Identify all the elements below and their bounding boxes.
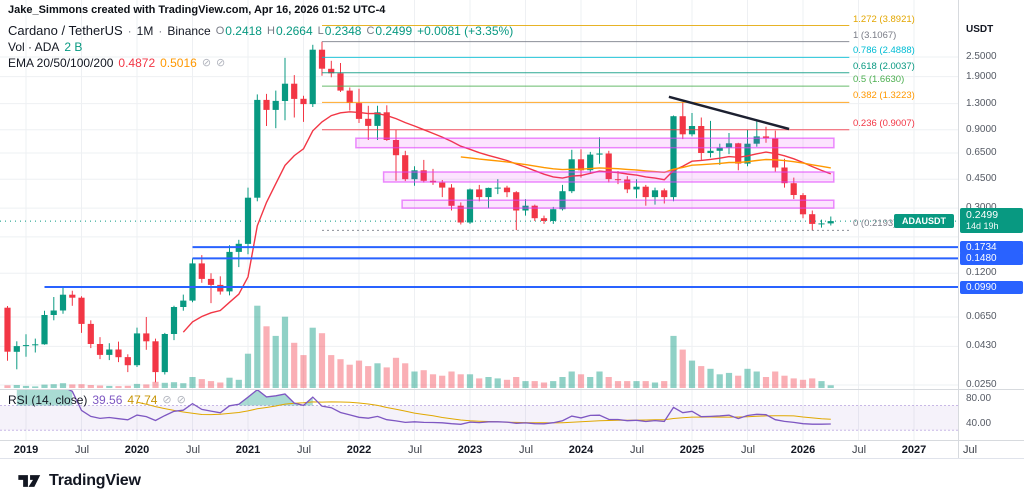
footer: TradingView bbox=[0, 458, 1024, 502]
rsi-tick: 80.00 bbox=[966, 393, 992, 404]
time-tick: Jul bbox=[407, 444, 423, 456]
time-tick: Jul bbox=[74, 444, 90, 456]
time-tick: 2021 bbox=[235, 444, 261, 456]
time-tick: Jul bbox=[851, 444, 867, 456]
hidden-series-icon[interactable]: ⊘ bbox=[201, 57, 212, 69]
change-value: +0.0081 (+3.35%) bbox=[417, 23, 514, 38]
support-price-badge: 0.1480 bbox=[960, 252, 1023, 265]
price-tick: 0.0430 bbox=[966, 340, 997, 351]
symbol-tag: ADAUSDT bbox=[894, 214, 954, 228]
chart-canvas[interactable] bbox=[0, 0, 970, 440]
price-tick: 0.4500 bbox=[966, 173, 997, 184]
separator-dot: · bbox=[158, 23, 163, 38]
time-tick: 2024 bbox=[568, 444, 594, 456]
rsi-ma-value: 47.74 bbox=[127, 392, 158, 407]
price-tick: 0.0650 bbox=[966, 311, 997, 322]
price-tick: 1.9000 bbox=[966, 71, 997, 82]
rsi-legend: RSI (14, close) 39.56 47.74 ⊘ ⊘ bbox=[8, 392, 186, 408]
volume-value: 2 B bbox=[64, 39, 83, 54]
time-tick: 2027 bbox=[901, 444, 927, 456]
time-tick: Jul bbox=[962, 444, 978, 456]
time-tick: Jul bbox=[629, 444, 645, 456]
time-tick: Jul bbox=[518, 444, 534, 456]
exchange-label: Binance bbox=[167, 23, 211, 38]
price-tick: 0.9000 bbox=[966, 124, 997, 135]
rsi-value: 39.56 bbox=[92, 392, 123, 407]
axis-separator bbox=[0, 440, 1024, 441]
support-price-badge: 0.0990 bbox=[960, 281, 1023, 294]
attribution-text: Jake_Simmons created with TradingView.co… bbox=[8, 4, 386, 16]
price-tick: 0.3000 bbox=[966, 202, 997, 213]
current-price-badge: 0.2499 14d 19h bbox=[960, 208, 1023, 233]
main-legend: Cardano / TetherUS · 1M · Binance O 0.241… bbox=[8, 23, 513, 71]
time-tick: 2019 bbox=[13, 444, 39, 456]
ema-label[interactable]: EMA 20/50/100/200 bbox=[8, 55, 114, 70]
time-tick: 2025 bbox=[679, 444, 705, 456]
time-tick: Jul bbox=[185, 444, 201, 456]
time-tick: 2020 bbox=[124, 444, 150, 456]
separator-dot: · bbox=[127, 23, 132, 38]
pane-separator[interactable] bbox=[0, 389, 1024, 390]
rsi-label[interactable]: RSI (14, close) bbox=[8, 392, 88, 407]
support-price-badge: 0.1734 bbox=[960, 241, 1023, 254]
price-scale[interactable]: USDT 0.2499 14d 19h 2.5000 1.9000 1.3000 0.… bbox=[958, 0, 1024, 458]
time-axis[interactable]: 2019 Jul 2020 Jul 2021 Jul 2022 Jul 2023 Jul 2024 J… bbox=[0, 441, 977, 458]
ema-legend-row[interactable]: EMA 20/50/100/200 0.4872 0.5016 ⊘ ⊘ bbox=[8, 55, 513, 70]
hidden-series-icon[interactable]: ⊘ bbox=[216, 57, 226, 69]
time-tick: Jul bbox=[296, 444, 312, 456]
volume-label[interactable]: Vol · ADA bbox=[8, 39, 60, 54]
ema20-value: 0.4872 bbox=[118, 55, 156, 70]
chart-region: 1.272 (3.8921) 1 (3.1067) 0.786 (2.4888) 0.… bbox=[0, 0, 1024, 458]
current-price-value: 0.2499 bbox=[966, 209, 999, 221]
ema50-value: 0.5016 bbox=[160, 55, 197, 70]
symbol-legend-row[interactable]: Cardano / TetherUS · 1M · Binance O 0.241… bbox=[8, 23, 513, 38]
hidden-series-icon[interactable]: ⊘ bbox=[162, 394, 172, 406]
price-scale-unit: USDT bbox=[966, 24, 994, 35]
time-tick: Jul bbox=[740, 444, 756, 456]
time-tick: 2022 bbox=[346, 444, 372, 456]
symbol-title[interactable]: Cardano / TetherUS bbox=[8, 23, 123, 38]
high-value: H 0.2664 bbox=[266, 23, 313, 38]
time-tick: 2023 bbox=[457, 444, 483, 456]
tradingview-logo-icon[interactable] bbox=[16, 473, 42, 489]
tradingview-wordmark[interactable]: TradingView bbox=[49, 471, 141, 489]
rsi-tick: 40.00 bbox=[966, 418, 992, 429]
price-tick: 0.1200 bbox=[966, 267, 997, 278]
price-tick: 1.3000 bbox=[966, 98, 997, 109]
volume-legend-row[interactable]: Vol · ADA 2 B bbox=[8, 39, 513, 54]
price-tick: 0.6500 bbox=[966, 147, 997, 158]
open-value: O 0.2418 bbox=[215, 23, 262, 38]
close-value: C 0.2499 bbox=[366, 23, 413, 38]
rsi-legend-row[interactable]: RSI (14, close) 39.56 47.74 ⊘ ⊘ bbox=[8, 392, 186, 407]
bar-countdown: 14d 19h bbox=[966, 221, 999, 231]
hidden-series-icon[interactable]: ⊘ bbox=[176, 394, 186, 406]
interval-label[interactable]: 1M bbox=[136, 23, 154, 38]
price-tick: 2.5000 bbox=[966, 51, 997, 62]
price-tick: 0.0250 bbox=[966, 379, 997, 390]
low-value: L 0.2348 bbox=[317, 23, 362, 38]
time-tick: 2026 bbox=[790, 444, 816, 456]
